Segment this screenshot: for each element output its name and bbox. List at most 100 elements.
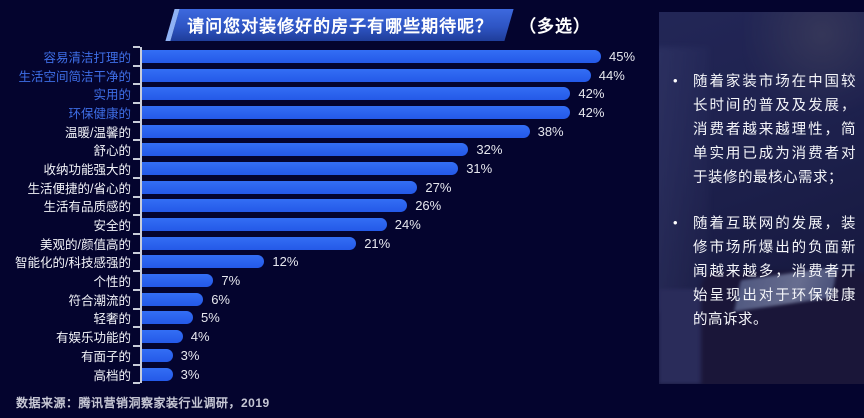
bar-track: 26% bbox=[133, 195, 652, 216]
bar-track: 6% bbox=[133, 288, 652, 309]
category-label: 容易清洁打理的 bbox=[43, 50, 131, 65]
bar-track: 3% bbox=[133, 363, 652, 385]
value-label: 3% bbox=[180, 366, 200, 382]
bar-track: 31% bbox=[133, 158, 652, 178]
bar-track: 27% bbox=[133, 176, 652, 197]
bar-track: 38% bbox=[133, 120, 652, 141]
value-label: 26% bbox=[415, 198, 442, 214]
bar bbox=[142, 143, 469, 157]
data-source: 数据来源：腾讯营销洞察家装行业调研，2019 bbox=[16, 396, 270, 410]
value-label: 38% bbox=[537, 123, 564, 139]
value-label: 42% bbox=[578, 104, 605, 120]
category-label: 生活有品质感的 bbox=[43, 200, 131, 215]
bar-row: 实用的 42% bbox=[8, 83, 652, 104]
category-label: 有面子的 bbox=[80, 349, 131, 364]
insight-bullets: • 随着家装市场在中国较长时间的普及及发展，消费者越来越理性，简单实用已成为消费… bbox=[659, 12, 864, 332]
bar-row: 轻奢的 5% bbox=[8, 307, 652, 328]
bar-row: 高档的 3% bbox=[8, 363, 652, 385]
bar-row: 舒心的 32% bbox=[8, 139, 652, 160]
insight-bullet-1: • 随着家装市场在中国较长时间的普及及发展，消费者越来越理性，简单实用已成为消费… bbox=[673, 70, 856, 190]
category-label: 舒心的 bbox=[93, 144, 131, 159]
bullet-text: 随着家装市场在中国较长时间的普及及发展，消费者越来越理性，简单实用已成为消费者对… bbox=[693, 74, 856, 186]
bar bbox=[142, 105, 571, 119]
category-label: 高档的 bbox=[93, 368, 131, 383]
bar-track: 32% bbox=[133, 139, 652, 160]
bar-track: 21% bbox=[133, 232, 652, 253]
interior-photo-background bbox=[659, 12, 864, 384]
value-label: 4% bbox=[190, 329, 210, 345]
bar-row: 收纳功能强大的 31% bbox=[8, 158, 652, 178]
bar-track: 7% bbox=[133, 270, 652, 290]
bar-row: 生活有品质感的 26% bbox=[8, 195, 652, 216]
category-label: 美观的/颜值高的 bbox=[40, 237, 131, 252]
bar-row: 符合潮流的 6% bbox=[8, 288, 652, 309]
bar bbox=[142, 330, 183, 344]
bar-row: 美观的/颜值高的 21% bbox=[8, 232, 652, 253]
category-label: 安全的 bbox=[93, 219, 131, 234]
category-label: 符合潮流的 bbox=[68, 293, 131, 308]
bar bbox=[142, 236, 357, 250]
bar-track: 42% bbox=[133, 83, 652, 104]
bar-track: 44% bbox=[133, 64, 652, 85]
bullet-icon: • bbox=[673, 73, 678, 88]
bar bbox=[142, 311, 193, 325]
category-label: 收纳功能强大的 bbox=[43, 162, 131, 177]
category-label: 环保健康的 bbox=[68, 106, 131, 121]
value-label: 6% bbox=[211, 291, 230, 307]
title-badge: 请问您对装修好的房子有哪些期待呢？ bbox=[165, 8, 514, 41]
bar-track: 3% bbox=[133, 345, 652, 365]
bar bbox=[142, 199, 408, 213]
bar bbox=[142, 124, 530, 138]
value-label: 24% bbox=[394, 217, 421, 233]
category-label: 有娱乐功能的 bbox=[55, 331, 131, 346]
bar-track: 42% bbox=[133, 102, 652, 122]
bar bbox=[142, 348, 173, 362]
insight-panel: • 随着家装市场在中国较长时间的普及及发展，消费者越来越理性，简单实用已成为消费… bbox=[659, 12, 864, 384]
chart-title: 请问您对装修好的房子有哪些期待呢？ （多选） bbox=[165, 8, 591, 41]
bar bbox=[142, 292, 204, 306]
value-label: 21% bbox=[364, 235, 391, 251]
bar bbox=[142, 180, 418, 194]
bar-row: 有面子的 3% bbox=[8, 345, 652, 365]
value-label: 31% bbox=[466, 160, 493, 176]
bar bbox=[142, 255, 265, 269]
bar-track: 4% bbox=[133, 326, 652, 346]
bullet-text: 随着互联网的发展，装修市场所爆出的负面新闻越来越多，消费者开始呈现出对于环保健康… bbox=[693, 216, 856, 328]
value-label: 32% bbox=[476, 142, 503, 158]
value-label: 42% bbox=[578, 86, 605, 102]
bar bbox=[142, 218, 387, 232]
chandelier-glow bbox=[744, 12, 864, 115]
value-label: 3% bbox=[180, 347, 200, 363]
category-label: 智能化的/科技感强的 bbox=[15, 256, 131, 271]
bar-track: 24% bbox=[133, 214, 652, 234]
bar-row: 容易清洁打理的 45% bbox=[8, 46, 652, 66]
value-label: 7% bbox=[221, 273, 241, 289]
insight-bullet-2: • 随着互联网的发展，装修市场所爆出的负面新闻越来越多，消费者开始呈现出对于环保… bbox=[673, 212, 856, 332]
title-text: 请问您对装修好的房子有哪些期待呢？ bbox=[187, 16, 494, 36]
bar bbox=[142, 68, 591, 82]
bar bbox=[142, 367, 173, 381]
bar-track: 5% bbox=[133, 307, 652, 328]
category-label: 生活便捷的/省心的 bbox=[27, 181, 131, 196]
category-label: 实用的 bbox=[93, 88, 131, 103]
bar-chart: 容易清洁打理的 45% 生活空间简洁干净的 44% 实用的 42% 环保健康的 42% 温暖/温… bbox=[8, 46, 652, 385]
bar-track: 12% bbox=[133, 251, 652, 272]
bar bbox=[142, 161, 459, 175]
window-shape bbox=[659, 47, 709, 312]
bar-row: 温暖/温馨的 38% bbox=[8, 120, 652, 141]
bar-row: 生活空间简洁干净的 44% bbox=[8, 64, 652, 85]
category-label: 生活空间简洁干净的 bbox=[18, 69, 131, 84]
value-label: 45% bbox=[609, 48, 636, 64]
category-label: 温暖/温馨的 bbox=[65, 125, 131, 140]
bar-track: 45% bbox=[133, 46, 652, 66]
category-label: 轻奢的 bbox=[93, 312, 131, 327]
category-label: 个性的 bbox=[93, 275, 131, 290]
bar-row: 智能化的/科技感强的 12% bbox=[8, 251, 652, 272]
title-suffix: （多选） bbox=[519, 17, 591, 36]
bar bbox=[142, 274, 214, 288]
bar bbox=[142, 87, 571, 101]
value-label: 44% bbox=[598, 67, 625, 83]
bar bbox=[142, 49, 601, 63]
bar-row: 个性的 7% bbox=[8, 270, 652, 290]
bar-row: 环保健康的 42% bbox=[8, 102, 652, 122]
